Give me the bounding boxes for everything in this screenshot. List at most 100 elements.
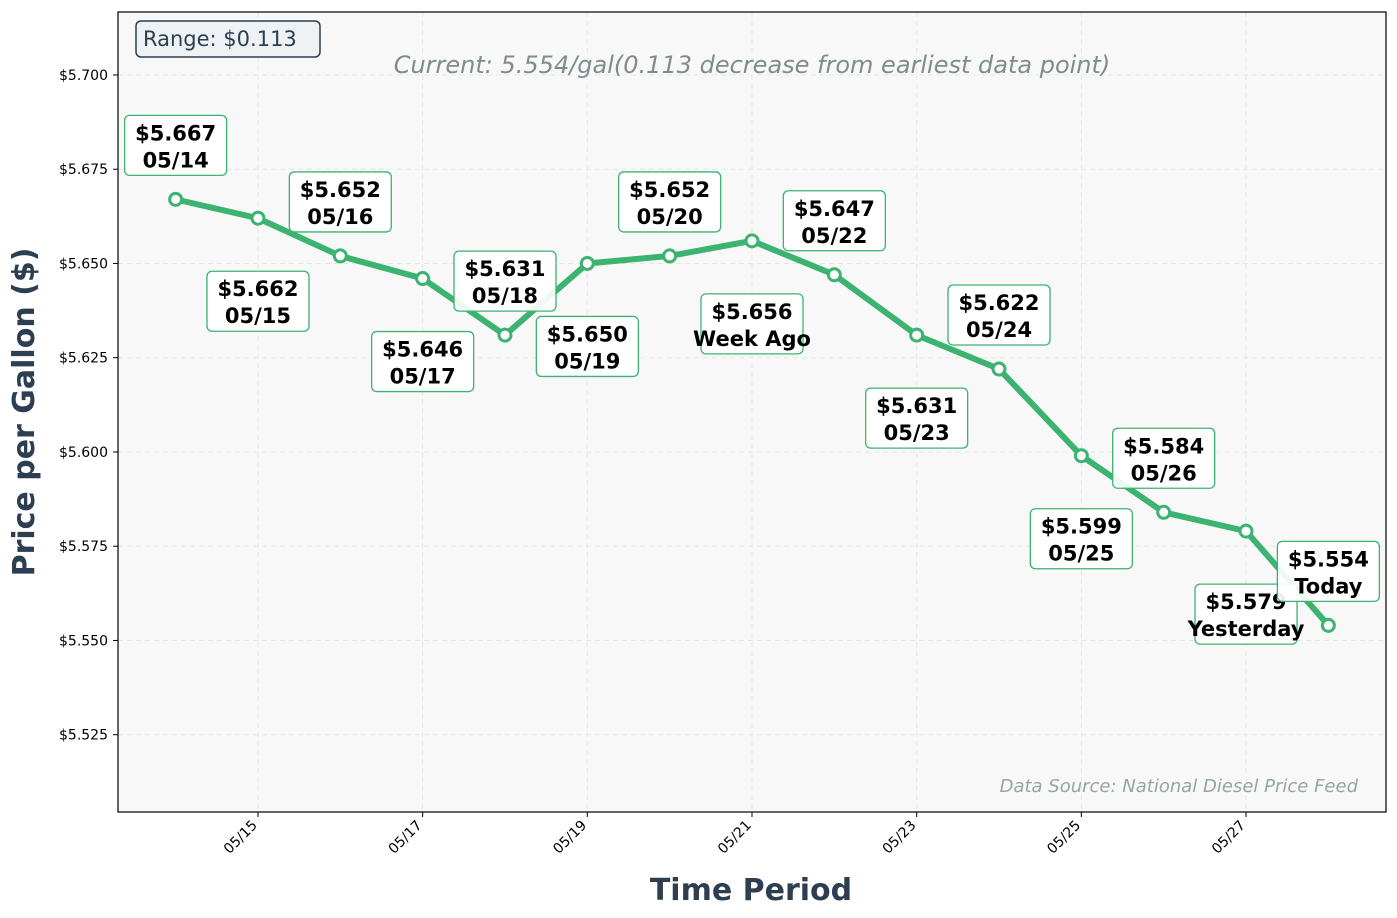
data-label-date: Week Ago [693, 327, 811, 351]
x-axis-ticks: 05/15 05/17 05/19 05/21 05/23 05/25 05/27 [221, 812, 1249, 857]
x-tick-label: 05/21 [715, 818, 755, 858]
y-tick-label: $5.625 [59, 351, 108, 367]
y-tick-label: $5.700 [59, 68, 108, 84]
data-label: $5.650 05/19 [535, 315, 639, 378]
data-label-date: 05/22 [801, 224, 867, 248]
data-point [744, 233, 760, 249]
x-tick-label: 05/17 [386, 818, 426, 858]
y-tick-label: $5.525 [59, 728, 108, 744]
data-label: $5.652 05/20 [618, 171, 722, 233]
data-label-price: $5.656 [711, 300, 792, 324]
data-point [1320, 617, 1336, 633]
data-label-box [947, 284, 1051, 346]
data-label-date: 05/26 [1131, 461, 1197, 485]
data-label: $5.554 Today [1276, 540, 1381, 603]
data-label-box [535, 315, 639, 378]
data-label-price: $5.650 [547, 322, 628, 346]
data-label: $5.631 05/18 [453, 250, 557, 312]
data-label: $5.656 Week Ago [693, 293, 811, 355]
data-label: $5.652 05/16 [288, 171, 392, 233]
series-line-layer [168, 191, 1336, 633]
data-point [1073, 448, 1089, 464]
data-label-date: 05/24 [966, 318, 1032, 342]
x-tick-label: 05/27 [1209, 818, 1249, 858]
data-label-box [1029, 508, 1134, 570]
y-tick-label: $5.550 [59, 633, 108, 649]
data-point [1238, 523, 1254, 539]
plot-frame [117, 11, 1387, 813]
y-axis-ticks: $5.525 $5.550 $5.575 $5.600 $5.625 $5.650 $5.6… [59, 68, 118, 744]
data-label-box [1276, 540, 1381, 603]
y-tick-label: $5.575 [59, 539, 108, 555]
y-axis-title: Price per Gallon ($) [7, 248, 42, 577]
data-label-box [1194, 583, 1298, 645]
data-label-date: Yesterday [1187, 617, 1305, 641]
data-label-price: $5.579 [1206, 590, 1287, 614]
data-label-price: $5.667 [135, 121, 216, 145]
data-label-price: $5.647 [794, 197, 875, 221]
range-badge-box [135, 20, 321, 58]
data-point [662, 248, 678, 264]
data-label-layer: $5.667 05/14 $5.662 05/15 $5.652 05/16 $5.646 0… [123, 114, 1381, 645]
data-label-price: $5.599 [1041, 515, 1122, 539]
data-label: $5.667 05/14 [123, 114, 228, 177]
data-label-price: $5.652 [629, 178, 710, 202]
data-point [909, 327, 925, 343]
data-label-date: 05/23 [884, 421, 950, 445]
x-tick-label: 05/23 [880, 818, 920, 858]
data-label-price: $5.584 [1123, 434, 1204, 458]
data-label: $5.646 05/17 [370, 330, 475, 393]
data-label-date: 05/19 [554, 349, 620, 373]
range-badge: Range: $0.113 [135, 20, 321, 58]
data-label-date: 05/17 [390, 365, 456, 389]
data-label: $5.579 Yesterday [1187, 583, 1305, 645]
data-label-box [782, 190, 886, 252]
data-label-date: 05/15 [225, 304, 291, 328]
data-label-price: $5.662 [217, 277, 298, 301]
data-label-date: 05/18 [472, 284, 538, 308]
data-label: $5.647 05/22 [782, 190, 886, 252]
data-point [991, 361, 1007, 377]
data-label: $5.622 05/24 [947, 284, 1051, 346]
data-label-box [618, 171, 722, 233]
x-tick-label: 05/19 [550, 818, 590, 858]
data-label-price: $5.646 [382, 338, 463, 362]
data-label-date: 05/16 [307, 205, 373, 229]
data-label-date: Today [1294, 574, 1363, 598]
data-point [497, 327, 513, 343]
data-label-date: 05/20 [637, 205, 703, 229]
data-label-price: $5.631 [876, 394, 957, 418]
x-tick-label: 05/25 [1044, 818, 1084, 858]
data-point [415, 271, 431, 287]
data-label-price: $5.652 [300, 178, 381, 202]
data-label-date: 05/14 [143, 148, 209, 172]
data-point [250, 210, 266, 226]
data-label-box [370, 330, 475, 393]
data-point [579, 255, 595, 271]
data-label-price: $5.554 [1288, 547, 1369, 571]
data-point [332, 248, 348, 264]
y-tick-label: $5.600 [59, 445, 108, 461]
data-label-box [206, 270, 310, 332]
data-label: $5.631 05/23 [865, 387, 969, 449]
y-tick-label: $5.650 [59, 256, 108, 272]
data-source-note: Data Source: National Diesel Price Feed [1000, 776, 1359, 797]
data-point [1156, 504, 1172, 520]
data-label-box [865, 387, 969, 449]
y-tick-label: $5.675 [59, 162, 108, 178]
data-label-box [700, 293, 804, 355]
data-label-price: $5.622 [958, 291, 1039, 315]
x-tick-label: 05/15 [221, 818, 261, 858]
data-label-price: $5.631 [464, 257, 545, 281]
chart-subtitle: Current: 5.554/gal(0.113 decrease from e… [394, 51, 1111, 79]
data-label-date: 05/25 [1048, 542, 1114, 566]
data-label: $5.662 05/15 [206, 270, 310, 332]
data-label-box [1112, 427, 1216, 489]
data-label-box [123, 114, 228, 177]
data-label-box [288, 171, 392, 233]
data-label-box [453, 250, 557, 312]
data-point [826, 267, 842, 283]
data-point [168, 191, 184, 207]
data-label: $5.584 05/26 [1112, 427, 1216, 489]
